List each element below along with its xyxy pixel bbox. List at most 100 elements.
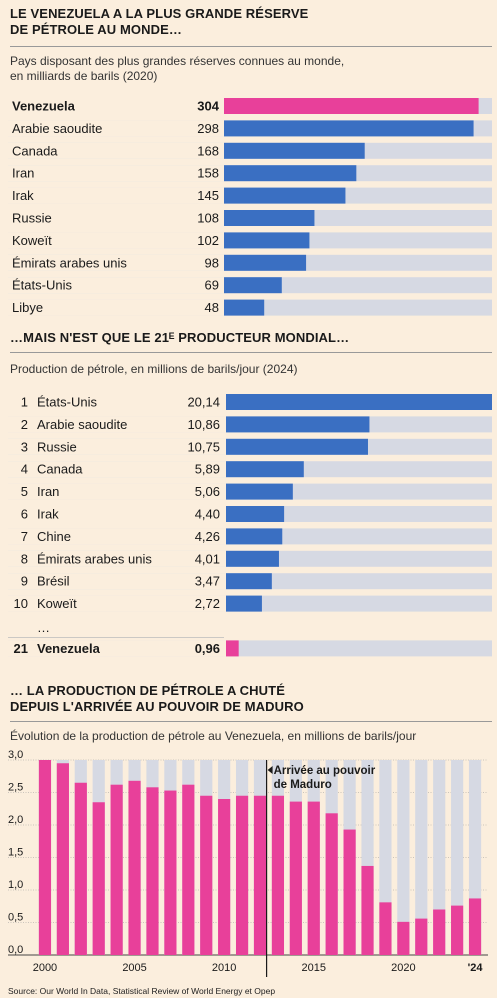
rank-label: 4 xyxy=(21,462,28,477)
divider xyxy=(10,352,492,353)
row-label-bg xyxy=(8,120,224,137)
production-chart: 1 États-Unis 20,14 2 Arabie saoudite 10,86 3 Ru… xyxy=(8,394,492,657)
x-tick-label: 2005 xyxy=(122,962,146,974)
production-bar xyxy=(128,780,141,955)
row-label-bg xyxy=(8,640,226,657)
production-bar xyxy=(146,787,159,955)
production-bar xyxy=(253,795,267,955)
bar-track xyxy=(397,760,410,955)
reserve-bar xyxy=(224,142,365,159)
rank-label: 2 xyxy=(21,417,28,432)
country-label: Koweït xyxy=(12,233,52,248)
production-bar xyxy=(182,784,195,955)
value-label: 3,47 xyxy=(195,574,220,589)
value-label: 304 xyxy=(197,99,219,114)
row-label-bg xyxy=(8,394,226,410)
country-label: Arabie saoudite xyxy=(37,417,127,432)
production-bar xyxy=(289,801,302,955)
production-bar xyxy=(56,763,69,955)
reserve-bar xyxy=(224,232,310,249)
y-tick-label: 2,0 xyxy=(8,814,23,826)
country-label: Russie xyxy=(37,439,77,454)
row-label-bg xyxy=(8,595,226,612)
value-label: 5,89 xyxy=(195,462,220,477)
row-label-bg xyxy=(8,232,224,249)
production-bar xyxy=(200,795,213,955)
country-label: Chine xyxy=(37,529,71,544)
production-bar xyxy=(226,573,272,590)
production-bar xyxy=(226,416,370,433)
value-label: 102 xyxy=(197,233,219,248)
row-label-bg xyxy=(8,98,224,114)
country-label: Irak xyxy=(12,188,34,203)
production-bar xyxy=(361,865,374,955)
production-bar xyxy=(271,795,285,955)
production-bar xyxy=(397,921,410,955)
production-bar xyxy=(325,813,338,955)
value-label: 4,26 xyxy=(195,529,220,544)
row-label-bg xyxy=(8,506,226,522)
row-label-bg xyxy=(8,299,224,316)
country-label: Russie xyxy=(12,211,52,226)
rank-label: 5 xyxy=(21,484,28,499)
country-label: Émirats arabes unis xyxy=(12,255,127,270)
rank-label: 6 xyxy=(21,507,28,522)
reserves-subtitle: Pays disposant des plus grandes réserves… xyxy=(10,54,345,83)
value-label: 145 xyxy=(197,188,219,203)
country-label: Iran xyxy=(37,484,59,499)
row-label-bg xyxy=(8,461,226,478)
production-bar xyxy=(226,640,239,657)
value-label: 69 xyxy=(205,278,219,293)
y-tick-label: 1,5 xyxy=(8,847,23,859)
production-bar xyxy=(468,898,482,955)
value-label: 2,72 xyxy=(195,596,220,611)
country-label: Irak xyxy=(37,507,59,522)
evolution-chart: 0,0 0,5 1,0 1,5 2,0 2,5 3,0 2000 2005 2010 2015 202… xyxy=(8,749,488,977)
production-bar xyxy=(110,784,123,955)
x-tick-label: 2000 xyxy=(33,962,57,974)
country-label: Émirats arabes unis xyxy=(37,551,152,566)
y-tick-label: 1,0 xyxy=(8,879,23,891)
annotation-text: Arrivée au pouvoir xyxy=(274,765,376,777)
production-bar xyxy=(343,829,356,955)
rank-label: 7 xyxy=(21,529,28,544)
production-bar xyxy=(38,760,52,955)
value-label: 4,40 xyxy=(195,507,220,522)
production-bar xyxy=(226,461,304,478)
reserve-bar xyxy=(224,120,474,137)
value-label: 0,96 xyxy=(195,641,220,656)
value-label: 10,75 xyxy=(187,439,220,454)
rank-label: 8 xyxy=(21,551,28,566)
y-tick-label: 0,5 xyxy=(8,912,23,924)
production-bar xyxy=(235,795,249,955)
row-label-bg xyxy=(8,416,226,433)
value-label: 4,01 xyxy=(195,551,220,566)
rank-label: 21 xyxy=(14,641,28,656)
row-label-bg xyxy=(8,528,226,545)
reserves-chart: Venezuela 304 Arabie saoudite 298 Canada 168 I… xyxy=(8,98,492,316)
rank-label: 10 xyxy=(14,596,28,611)
source-note: Source: Our World In Data, Statistical R… xyxy=(8,986,276,996)
divider xyxy=(10,721,492,722)
row-label-bg xyxy=(8,277,224,294)
row-label-bg xyxy=(8,210,224,226)
row-label-bg xyxy=(8,573,226,590)
country-label: Arabie saoudite xyxy=(12,121,102,136)
country-label: Venezuela xyxy=(12,99,76,114)
production-bar xyxy=(451,905,464,955)
value-label: 5,06 xyxy=(195,484,220,499)
value-label: 98 xyxy=(205,255,219,270)
production-bar xyxy=(226,528,283,545)
country-label: Iran xyxy=(12,166,34,181)
production-bar xyxy=(226,394,492,410)
production-bar xyxy=(226,595,262,612)
production-bar xyxy=(226,506,285,522)
row-label-bg xyxy=(8,483,226,500)
production-subtitle: Production de pétrole, en millions de ba… xyxy=(10,362,298,376)
x-tick-label: '24 xyxy=(468,962,484,974)
y-tick-label: 2,5 xyxy=(8,782,23,794)
rank-label: 3 xyxy=(21,439,28,454)
row-label-bg xyxy=(8,165,224,182)
production-bar xyxy=(92,802,105,955)
reserve-bar xyxy=(224,210,315,226)
